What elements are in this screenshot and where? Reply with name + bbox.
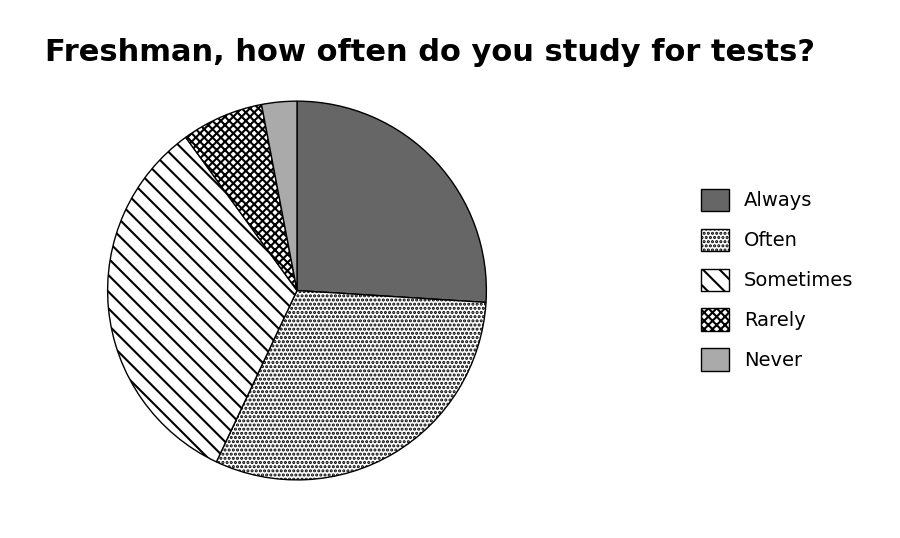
Wedge shape — [297, 101, 486, 302]
Wedge shape — [216, 291, 486, 480]
Text: Freshman, how often do you study for tests?: Freshman, how often do you study for tes… — [45, 38, 815, 67]
Wedge shape — [185, 104, 297, 291]
Wedge shape — [262, 101, 297, 291]
Legend: Always, Often, Sometimes, Rarely, Never: Always, Often, Sometimes, Rarely, Never — [692, 179, 863, 380]
Wedge shape — [108, 137, 297, 462]
